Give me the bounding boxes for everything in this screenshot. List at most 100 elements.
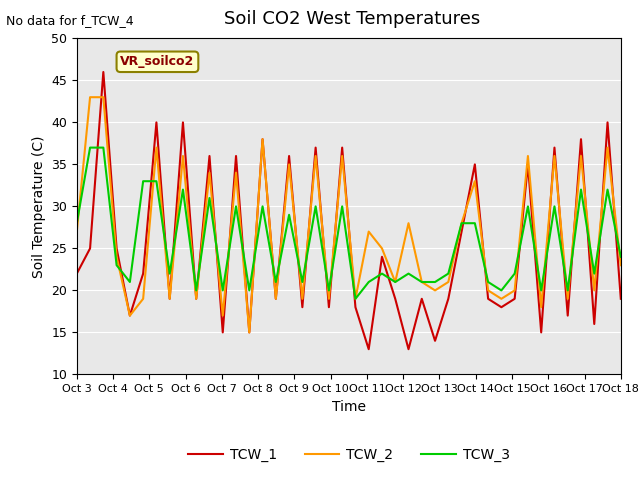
TCW_3 (392, 279, 399, 285)
TCW_1 (219, 329, 227, 335)
TCW_3 (312, 204, 319, 209)
TCW_3 (298, 279, 306, 285)
Line: TCW_1: TCW_1 (77, 72, 621, 349)
Text: Soil CO2 West Temperatures: Soil CO2 West Temperatures (224, 10, 480, 28)
TCW_1 (378, 254, 386, 260)
TCW_2 (205, 170, 213, 176)
TCW_1 (325, 304, 333, 310)
TCW_2 (378, 245, 386, 252)
TCW_1 (458, 229, 465, 235)
TCW_1 (259, 136, 266, 142)
TCW_2 (564, 296, 572, 302)
TCW_2 (538, 304, 545, 310)
TCW_2 (166, 296, 173, 302)
TCW_2 (497, 296, 505, 302)
Text: No data for f_TCW_4: No data for f_TCW_4 (6, 14, 134, 27)
TCW_3 (152, 179, 160, 184)
TCW_1 (285, 153, 293, 159)
TCW_3 (246, 288, 253, 293)
TCW_3 (378, 271, 386, 276)
TCW_3 (166, 271, 173, 276)
TCW_2 (99, 95, 107, 100)
TCW_2 (351, 296, 359, 301)
TCW_2 (140, 296, 147, 302)
TCW_2 (73, 229, 81, 235)
TCW_2 (365, 229, 372, 235)
TCW_1 (246, 329, 253, 335)
TCW_3 (484, 279, 492, 285)
TCW_3 (591, 271, 598, 276)
TCW_1 (179, 120, 187, 125)
TCW_3 (617, 254, 625, 260)
TCW_3 (272, 279, 280, 285)
TCW_1 (577, 136, 585, 142)
TCW_1 (365, 347, 372, 352)
TCW_2 (246, 329, 253, 335)
TCW_1 (550, 145, 558, 151)
TCW_1 (604, 120, 611, 125)
TCW_2 (113, 254, 120, 260)
TCW_3 (325, 288, 333, 293)
TCW_2 (431, 288, 439, 293)
TCW_1 (86, 246, 94, 252)
TCW_1 (471, 161, 479, 167)
TCW_3 (497, 288, 505, 293)
TCW_2 (285, 161, 293, 167)
TCW_1 (140, 271, 147, 276)
TCW_2 (444, 279, 452, 285)
TCW_2 (126, 313, 134, 319)
TCW_3 (550, 204, 558, 209)
TCW_2 (219, 313, 227, 319)
TCW_1 (431, 338, 439, 344)
TCW_3 (604, 187, 611, 192)
TCW_2 (298, 296, 306, 302)
TCW_1 (152, 120, 160, 125)
TCW_1 (126, 313, 134, 319)
TCW_1 (484, 296, 492, 302)
TCW_1 (511, 296, 518, 302)
TCW_2 (325, 296, 333, 302)
TCW_3 (140, 178, 147, 184)
TCW_3 (259, 204, 266, 209)
TCW_1 (193, 296, 200, 302)
Y-axis label: Soil Temperature (C): Soil Temperature (C) (31, 135, 45, 277)
TCW_3 (351, 296, 359, 302)
Legend: TCW_1, TCW_2, TCW_3: TCW_1, TCW_2, TCW_3 (182, 442, 515, 467)
TCW_1 (73, 271, 81, 276)
TCW_2 (617, 262, 625, 268)
TCW_2 (86, 95, 94, 100)
TCW_2 (312, 153, 319, 159)
TCW_2 (484, 288, 492, 293)
TCW_3 (179, 187, 187, 192)
TCW_2 (604, 145, 611, 151)
TCW_3 (126, 279, 134, 285)
TCW_2 (259, 136, 266, 142)
TCW_3 (73, 220, 81, 226)
TCW_1 (99, 69, 107, 75)
TCW_3 (564, 288, 572, 293)
TCW_1 (272, 296, 280, 302)
TCW_1 (232, 153, 240, 159)
TCW_3 (99, 145, 107, 151)
TCW_1 (205, 153, 213, 159)
TCW_1 (298, 304, 306, 310)
TCW_2 (179, 153, 187, 159)
TCW_1 (166, 296, 173, 302)
TCW_3 (444, 271, 452, 276)
TCW_2 (458, 220, 465, 226)
TCW_2 (577, 153, 585, 159)
TCW_2 (232, 170, 240, 176)
TCW_2 (550, 153, 558, 159)
TCW_3 (538, 288, 545, 293)
TCW_2 (392, 279, 399, 285)
TCW_1 (524, 161, 532, 167)
TCW_3 (219, 288, 227, 293)
TCW_3 (193, 288, 200, 293)
TCW_3 (113, 262, 120, 268)
TCW_2 (511, 288, 518, 293)
TCW_1 (497, 304, 505, 310)
X-axis label: Time: Time (332, 400, 366, 414)
TCW_1 (444, 296, 452, 302)
TCW_2 (152, 145, 160, 151)
TCW_3 (339, 204, 346, 209)
